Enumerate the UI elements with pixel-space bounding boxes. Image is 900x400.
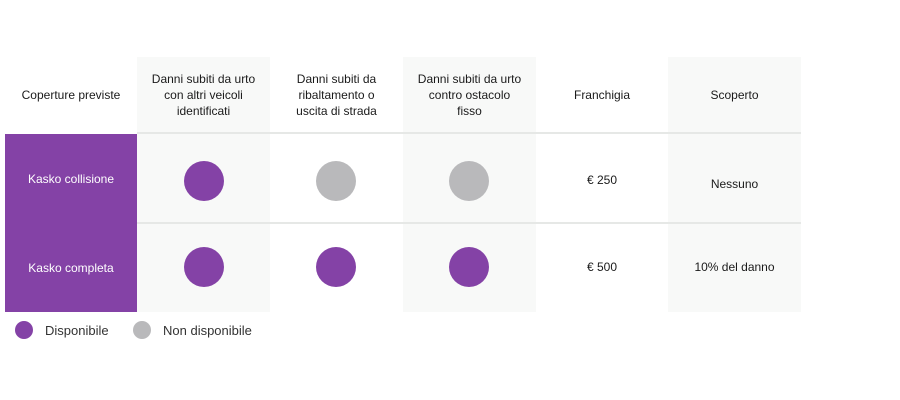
availability-dot-row2-col2 [316, 247, 356, 287]
header-col1: Danni subiti da urto con altri veicoli ide… [151, 72, 256, 118]
availability-dot-row1-col3 [449, 161, 489, 201]
header-coverage: Coperture previste [21, 88, 121, 102]
legend-available-dot [15, 321, 33, 339]
franchise-value: € 500 [586, 260, 618, 274]
header-uncovered: Scoperto [710, 88, 759, 102]
row-separator [137, 222, 801, 224]
legend-unavailable-label: Non disponibile [163, 322, 252, 338]
header-col3: Danni subiti da urto contro ostacolo fisso [417, 72, 522, 118]
row-separator [137, 132, 801, 134]
legend-available: Disponibile [15, 320, 109, 340]
franchise-value: € 250 [586, 173, 618, 187]
legend-unavailable-dot [133, 321, 151, 339]
legend-available-label: Disponibile [45, 322, 109, 338]
availability-dot-row2-col3 [449, 247, 489, 287]
uncovered-value: Nessuno [710, 177, 759, 191]
uncovered-value: 10% del danno [694, 260, 775, 274]
availability-dot-row1-col1 [184, 161, 224, 201]
legend-unavailable: Non disponibile [133, 320, 252, 340]
header-col2: Danni subiti da ribaltamento o uscita di s… [296, 72, 377, 118]
availability-dot-row1-col2 [316, 161, 356, 201]
row-label-kasko-collisione: Kasko collisione [5, 134, 137, 223]
column-background-uncovered [668, 57, 801, 312]
availability-dot-row2-col1 [184, 247, 224, 287]
header-franchise: Franchigia [573, 88, 631, 102]
row-label-kasko-completa: Kasko completa [5, 223, 137, 312]
